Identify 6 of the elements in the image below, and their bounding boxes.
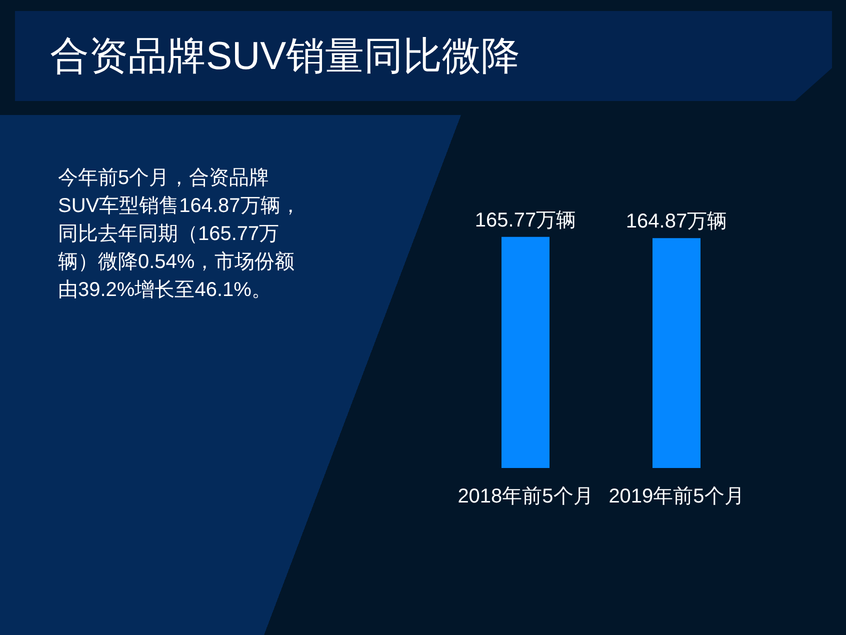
chart-title: 合资品牌SUV销量同比微降 xyxy=(50,34,520,80)
text: 今年前5个月，合资品牌SUV车型销售164.87万辆，同比去年同期（165.77万辆）微降0.54%，市场份额由39.2%增长至46.1%。 xyxy=(58,166,302,303)
x-tick-label: 2018年前5个月 xyxy=(458,486,594,508)
x-tick-label: 2019年前5个月 xyxy=(608,486,744,508)
data-label: 164.87万辆 xyxy=(626,210,728,233)
data-label: 165.77万辆 xyxy=(474,209,576,232)
